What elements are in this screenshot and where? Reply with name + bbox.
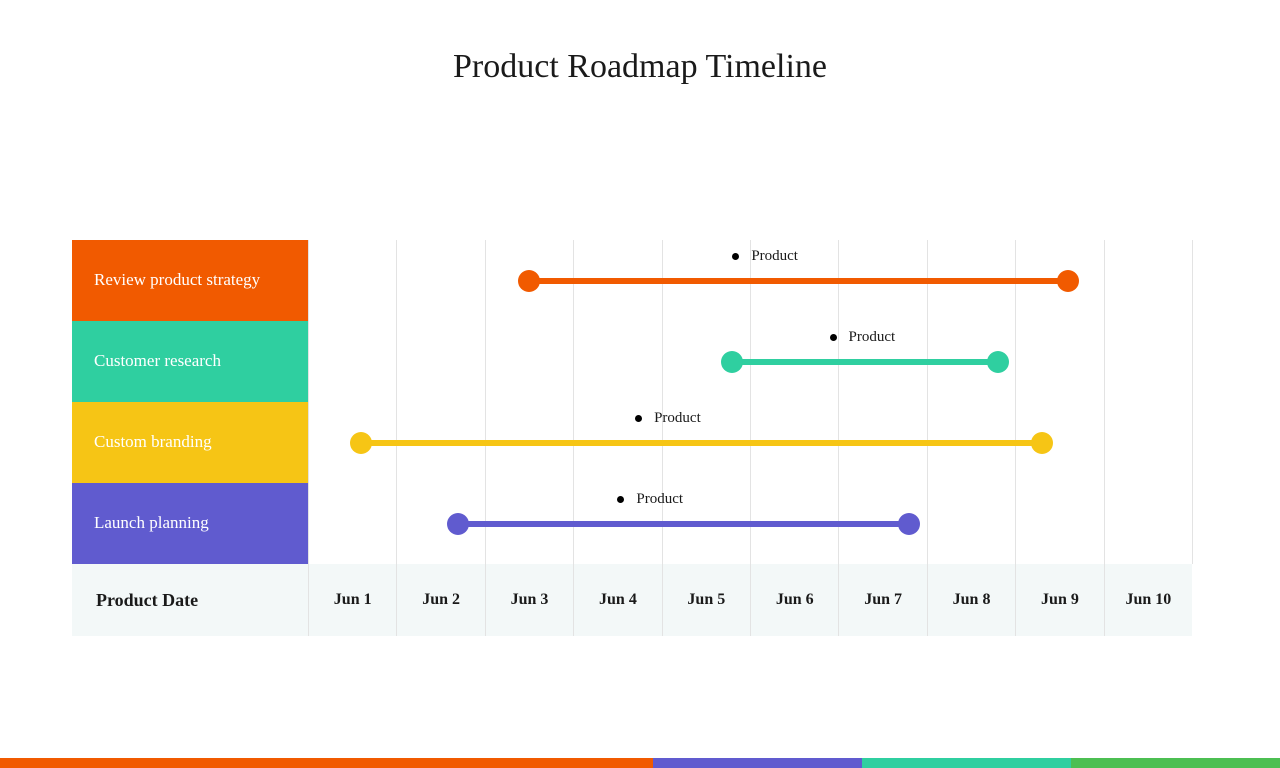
date-footer-label: Product Date [72, 564, 308, 636]
bar-cap-start [447, 513, 469, 535]
grid-line [1192, 240, 1193, 564]
bottom-stripe [0, 758, 1280, 768]
date-footer-cells: Jun 1Jun 2Jun 3Jun 4Jun 5Jun 6Jun 7Jun 8… [308, 564, 1192, 636]
bar-tag-text: Product [751, 248, 798, 264]
bar-tag-text: Product [636, 491, 683, 507]
bullet-icon [830, 334, 837, 341]
stripe-segment [653, 758, 862, 768]
row-label-branding: Custom branding [72, 402, 308, 483]
date-cell: Jun 1 [308, 564, 396, 636]
bar-cap-end [1031, 432, 1053, 454]
bullet-icon [635, 415, 642, 422]
bar-tag: Product [617, 491, 683, 508]
bar-row: Product [308, 240, 1192, 321]
date-cell: Jun 2 [396, 564, 484, 636]
page-title: Product Roadmap Timeline [0, 48, 1280, 86]
date-cell: Jun 3 [485, 564, 573, 636]
gantt-bar [361, 440, 1042, 446]
stripe-segment [1071, 758, 1280, 768]
bar-tag: Product [830, 329, 896, 346]
bar-cap-start [518, 270, 540, 292]
grid-area: Product Product Product Product [308, 240, 1192, 564]
row-label-research: Customer research [72, 321, 308, 402]
date-cell: Jun 6 [750, 564, 838, 636]
date-footer: Product Date Jun 1Jun 2Jun 3Jun 4Jun 5Ju… [72, 564, 1192, 636]
row-label-launch: Launch planning [72, 483, 308, 564]
bar-cap-end [987, 351, 1009, 373]
bar-row: Product [308, 402, 1192, 483]
stripe-segment [862, 758, 1071, 768]
stripe-segment [0, 758, 653, 768]
bar-cap-end [898, 513, 920, 535]
gantt-bar [529, 278, 1068, 284]
bar-cap-start [350, 432, 372, 454]
bullet-icon [732, 253, 739, 260]
date-cell: Jun 8 [927, 564, 1015, 636]
bar-row: Product [308, 483, 1192, 564]
gantt-bar [458, 521, 909, 527]
bar-tag: Product [732, 248, 798, 265]
gantt-bar [732, 359, 997, 365]
bar-tag-text: Product [654, 410, 701, 426]
bullet-icon [617, 496, 624, 503]
row-label-review: Review product strategy [72, 240, 308, 321]
bar-row: Product [308, 321, 1192, 402]
date-cell: Jun 4 [573, 564, 661, 636]
date-cell: Jun 5 [662, 564, 750, 636]
date-cell: Jun 7 [838, 564, 926, 636]
bar-tag: Product [635, 410, 701, 427]
bar-tag-text: Product [849, 329, 896, 345]
row-labels: Review product strategy Customer researc… [72, 240, 308, 564]
bar-cap-start [721, 351, 743, 373]
date-cell: Jun 9 [1015, 564, 1103, 636]
roadmap-chart: Review product strategy Customer researc… [72, 240, 1192, 636]
bar-cap-end [1057, 270, 1079, 292]
date-cell: Jun 10 [1104, 564, 1192, 636]
